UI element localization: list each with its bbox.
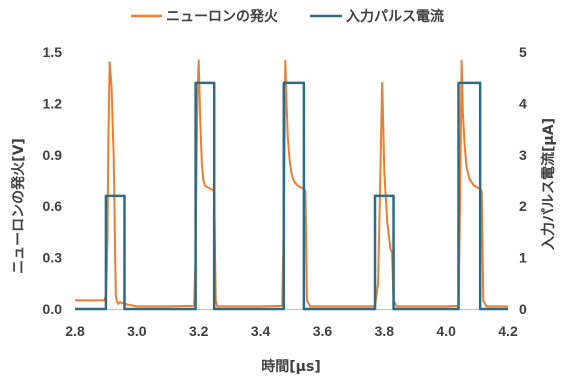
y-left-axis-title: ニューロンの発火[V]: [10, 138, 27, 274]
x-tick-label: 2.8: [65, 323, 85, 339]
y-right-tick-labels: 0 1 2 3 4 5: [519, 44, 527, 317]
y-left-tick-labels: 0.0 0.3 0.6 0.9 1.2 1.5: [43, 44, 63, 317]
series-layer: [75, 59, 508, 311]
x-tick-label: 3.0: [127, 323, 147, 339]
legend-label-neuron: ニューロンの発火: [166, 8, 279, 25]
x-axis-title: 時間[μs]: [261, 358, 320, 375]
plot-area: [75, 59, 508, 311]
y-right-tick-label: 1: [519, 250, 527, 266]
legend: ニューロンの発火 入力パルス電流: [131, 8, 444, 25]
x-tick-label: 4.2: [498, 323, 518, 339]
x-tick-labels: 2.8 3.0 3.2 3.4 3.6 3.8 4.0 4.2: [65, 323, 518, 339]
x-tick-label: 4.0: [436, 323, 456, 339]
y-left-tick-label: 0.0: [43, 301, 63, 317]
y-left-tick-label: 0.6: [43, 198, 63, 214]
y-left-tick-label: 1.2: [43, 95, 63, 111]
y-right-tick-label: 4: [519, 95, 527, 111]
x-tick-label: 3.8: [375, 323, 395, 339]
series-line-pulse: [75, 81, 508, 311]
y-right-tick-label: 0: [519, 301, 527, 317]
y-right-axis-title: 入力パルス電流[μA]: [540, 118, 557, 250]
y-right-tick-label: 5: [519, 44, 527, 60]
y-left-tick-label: 1.5: [43, 44, 63, 60]
legend-label-pulse: 入力パルス電流: [346, 8, 444, 25]
y-right-tick-label: 3: [519, 147, 527, 163]
x-tick-label: 3.2: [189, 323, 209, 339]
y-left-tick-label: 0.9: [43, 147, 63, 163]
x-tick-label: 3.6: [313, 323, 333, 339]
y-left-tick-label: 0.3: [43, 250, 63, 266]
x-tick-label: 3.4: [251, 323, 271, 339]
series-line-neuron: [75, 59, 508, 308]
y-right-tick-label: 2: [519, 198, 527, 214]
